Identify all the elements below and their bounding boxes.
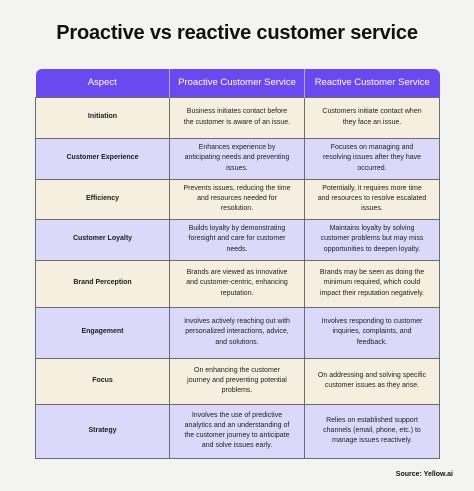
- reactive-cell: Maintains loyalty by solving customer pr…: [304, 218, 440, 261]
- aspect-cell: Strategy: [35, 403, 170, 459]
- table-row: Customer Loyalty Builds loyalty by demon…: [35, 218, 440, 261]
- header-reactive: Reactive Customer Service: [304, 69, 440, 97]
- proactive-cell: Involves actively reaching out with pers…: [169, 306, 305, 359]
- comparison-table: Aspect Proactive Customer Service Reacti…: [35, 69, 440, 459]
- reactive-cell: Potentially, it requires more time and r…: [304, 178, 440, 220]
- reactive-cell: Customers initiate contact when they fac…: [304, 96, 440, 139]
- table-row: Efficiency Prevents issues, reducing the…: [35, 178, 440, 220]
- table-row: Strategy Involves the use of predictive …: [35, 403, 440, 459]
- proactive-cell: Brands are viewed as innovative and cust…: [169, 259, 305, 308]
- table-row: Customer Experience Enhances experience …: [35, 137, 440, 180]
- table-row: Engagement Involves actively reaching ou…: [35, 306, 440, 359]
- header-aspect: Aspect: [35, 69, 170, 97]
- proactive-cell: Enhances experience by anticipating need…: [169, 137, 305, 180]
- proactive-cell: Business initiates contact before the cu…: [169, 96, 305, 139]
- table-row: Brand Perception Brands are viewed as in…: [35, 259, 440, 308]
- proactive-cell: Involves the use of predictive analytics…: [169, 403, 305, 459]
- table-header-row: Aspect Proactive Customer Service Reacti…: [35, 69, 440, 97]
- reactive-cell: Focuses on managing and resolving issues…: [304, 137, 440, 180]
- page-title: Proactive vs reactive customer service: [56, 22, 418, 44]
- reactive-cell: On addressing and solving specific custo…: [304, 357, 440, 405]
- aspect-cell: Efficiency: [35, 178, 170, 220]
- proactive-cell: Prevents issues, reducing the time and r…: [169, 178, 305, 220]
- reactive-cell: Relies on established support channels (…: [304, 403, 440, 459]
- aspect-cell: Brand Perception: [35, 259, 170, 308]
- table-row: Focus On enhancing the customer journey …: [35, 357, 440, 405]
- reactive-cell: Brands may be seen as doing the minimum …: [304, 259, 440, 308]
- proactive-cell: On enhancing the customer journey and pr…: [169, 357, 305, 405]
- proactive-cell: Builds loyalty by demonstrating foresigh…: [169, 218, 305, 261]
- reactive-cell: Involves responding to customer inquirie…: [304, 306, 440, 359]
- aspect-cell: Initiation: [35, 96, 170, 139]
- aspect-cell: Focus: [35, 357, 170, 405]
- aspect-cell: Customer Experience: [35, 137, 170, 180]
- aspect-cell: Engagement: [35, 306, 170, 359]
- header-proactive: Proactive Customer Service: [169, 69, 305, 97]
- table-row: Initiation Business initiates contact be…: [35, 96, 440, 139]
- source-credit: Source: Yellow.ai: [395, 471, 453, 478]
- aspect-cell: Customer Loyalty: [35, 218, 170, 261]
